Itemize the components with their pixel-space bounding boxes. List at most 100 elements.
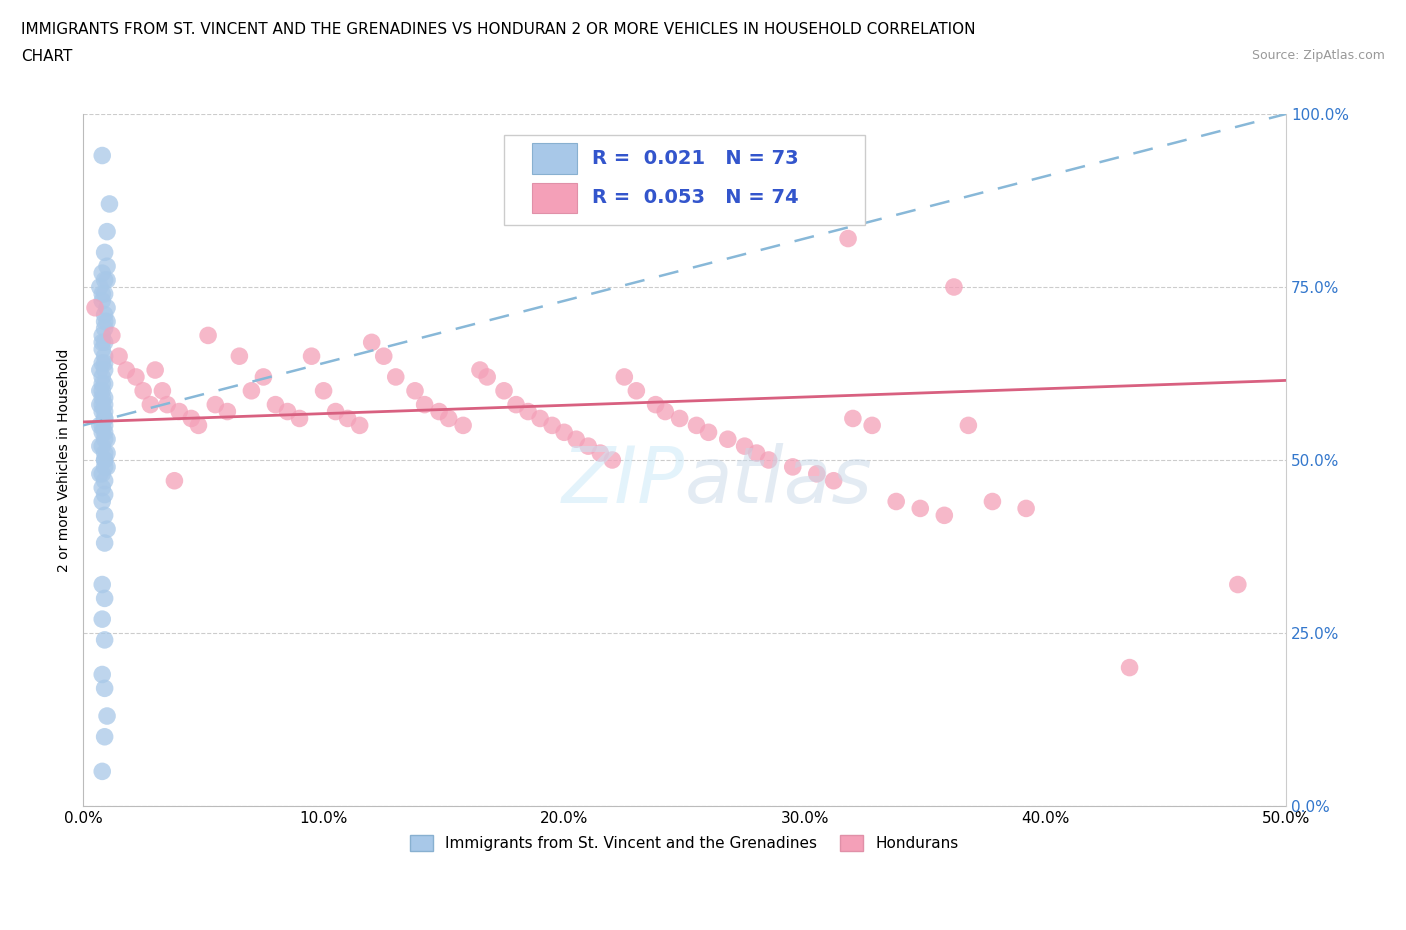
Point — [1118, 660, 1140, 675]
Point — [91, 494, 114, 509]
Point — [89, 418, 111, 432]
Point — [288, 411, 311, 426]
Point — [91, 480, 114, 495]
Point — [93, 314, 115, 329]
Point — [93, 536, 115, 551]
Point — [613, 369, 636, 384]
Point — [91, 369, 114, 384]
Point — [529, 411, 551, 426]
Text: CHART: CHART — [21, 49, 73, 64]
Point — [93, 487, 115, 502]
Point — [93, 473, 115, 488]
Point — [325, 405, 347, 419]
Point — [589, 445, 612, 460]
Point — [91, 342, 114, 357]
Text: R =  0.053   N = 74: R = 0.053 N = 74 — [592, 188, 799, 207]
Point — [96, 522, 118, 537]
Point — [860, 418, 883, 432]
Point — [91, 328, 114, 343]
Point — [842, 411, 865, 426]
Point — [96, 300, 118, 315]
Point — [93, 321, 115, 336]
Point — [384, 369, 406, 384]
Point — [823, 473, 845, 488]
Point — [84, 300, 107, 315]
Point — [204, 397, 226, 412]
Point — [276, 405, 298, 419]
Text: Source: ZipAtlas.com: Source: ZipAtlas.com — [1251, 49, 1385, 62]
Point — [93, 632, 115, 647]
Point — [301, 349, 323, 364]
Point — [626, 383, 648, 398]
Point — [685, 418, 707, 432]
Point — [93, 411, 115, 426]
Point — [349, 418, 371, 432]
Point — [264, 397, 287, 412]
Point — [541, 418, 564, 432]
Point — [93, 377, 115, 392]
Point — [93, 591, 115, 605]
Point — [553, 425, 575, 440]
Point — [91, 667, 114, 682]
Point — [427, 405, 450, 419]
Point — [93, 453, 115, 468]
Text: R =  0.021   N = 73: R = 0.021 N = 73 — [592, 149, 799, 168]
Text: IMMIGRANTS FROM ST. VINCENT AND THE GRENADINES VS HONDURAN 2 OR MORE VEHICLES IN: IMMIGRANTS FROM ST. VINCENT AND THE GREN… — [21, 22, 976, 37]
Point — [96, 259, 118, 273]
Point — [252, 369, 274, 384]
Point — [413, 397, 436, 412]
Point — [93, 363, 115, 378]
Point — [108, 349, 131, 364]
Point — [468, 363, 491, 378]
Point — [89, 466, 111, 481]
Point — [93, 355, 115, 370]
Point — [143, 363, 166, 378]
Point — [717, 432, 740, 446]
Point — [163, 473, 186, 488]
Point — [93, 286, 115, 301]
Point — [91, 391, 114, 405]
Point — [91, 397, 114, 412]
Point — [837, 232, 859, 246]
Point — [934, 508, 956, 523]
Point — [93, 411, 115, 426]
Point — [782, 459, 804, 474]
Point — [89, 439, 111, 454]
Point — [517, 405, 540, 419]
Point — [668, 411, 690, 426]
Point — [93, 335, 115, 350]
Point — [477, 369, 499, 384]
Point — [336, 411, 359, 426]
Point — [150, 383, 173, 398]
Point — [93, 391, 115, 405]
Point — [180, 411, 202, 426]
Point — [93, 445, 115, 460]
Point — [91, 439, 114, 454]
Point — [91, 355, 114, 370]
Point — [1226, 578, 1249, 592]
Point — [492, 383, 515, 398]
Point — [93, 397, 115, 412]
Point — [758, 453, 780, 468]
Point — [96, 314, 118, 329]
Point — [115, 363, 138, 378]
Text: atlas: atlas — [685, 443, 872, 519]
Point — [576, 439, 599, 454]
Point — [942, 280, 965, 295]
Point — [167, 405, 190, 419]
Point — [96, 445, 118, 460]
Point — [806, 466, 828, 481]
Point — [654, 405, 676, 419]
Point — [91, 293, 114, 308]
Point — [96, 432, 118, 446]
Point — [96, 459, 118, 474]
Bar — [531, 182, 578, 213]
Point — [404, 383, 426, 398]
Point — [91, 377, 114, 392]
Point — [89, 397, 111, 412]
Point — [91, 612, 114, 627]
Point — [91, 335, 114, 350]
Point — [734, 439, 756, 454]
Point — [93, 418, 115, 432]
Point — [600, 453, 623, 468]
